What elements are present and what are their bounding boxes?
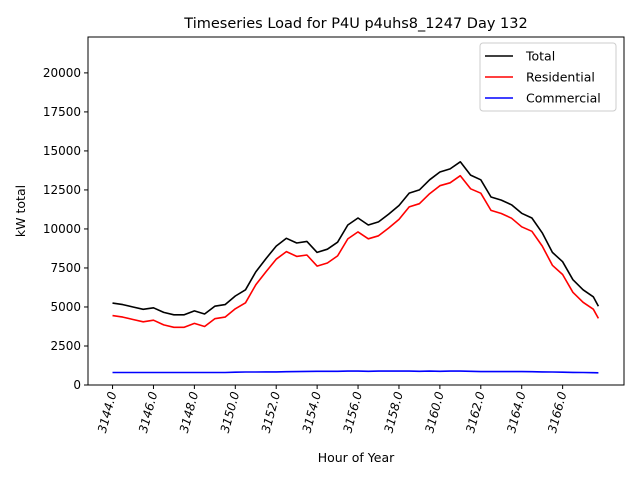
legend-label-residential: Residential xyxy=(526,70,595,85)
series-line-residential xyxy=(112,174,600,329)
plot-frame xyxy=(87,36,625,386)
chart-title: Timeseries Load for P4U p4uhs8_1247 Day … xyxy=(183,16,527,32)
y-tick-label: 17500 xyxy=(43,105,81,119)
y-tick-label: 10000 xyxy=(43,222,81,236)
x-tick-label: 3158.0 xyxy=(381,390,405,435)
y-tick-label: 0 xyxy=(73,378,81,392)
x-axis-label: Hour of Year xyxy=(318,450,395,465)
y-axis-label: kW total xyxy=(13,185,28,237)
legend-box xyxy=(479,42,617,112)
y-tick-label: 5000 xyxy=(50,300,81,314)
x-tick-label: 3156.0 xyxy=(341,390,365,435)
series-line-total xyxy=(112,161,600,316)
y-tick-label: 2500 xyxy=(50,339,81,353)
x-tick-label: 3162.0 xyxy=(463,390,487,435)
legend: Total Residential Commercial xyxy=(479,42,617,112)
x-tick-label: 3150.0 xyxy=(218,390,242,435)
x-tick-label: 3144.0 xyxy=(95,390,119,435)
y-tick-label: 7500 xyxy=(50,261,81,275)
x-tick-label: 3160.0 xyxy=(422,390,446,435)
y-tick-label: 20000 xyxy=(43,66,81,80)
x-tick-label: 3166.0 xyxy=(545,390,569,435)
legend-label-total: Total xyxy=(525,49,555,64)
x-tick-label: 3164.0 xyxy=(504,390,528,435)
y-tick-label: 15000 xyxy=(43,144,81,158)
x-tick-label: 3154.0 xyxy=(300,390,324,435)
legend-label-commercial: Commercial xyxy=(526,91,601,106)
x-tick-label: 3152.0 xyxy=(259,390,283,435)
x-tick-label: 3146.0 xyxy=(136,390,160,435)
x-tick-label: 3148.0 xyxy=(177,390,201,435)
y-tick-label: 12500 xyxy=(43,183,81,197)
series-line-commercial xyxy=(112,370,599,374)
